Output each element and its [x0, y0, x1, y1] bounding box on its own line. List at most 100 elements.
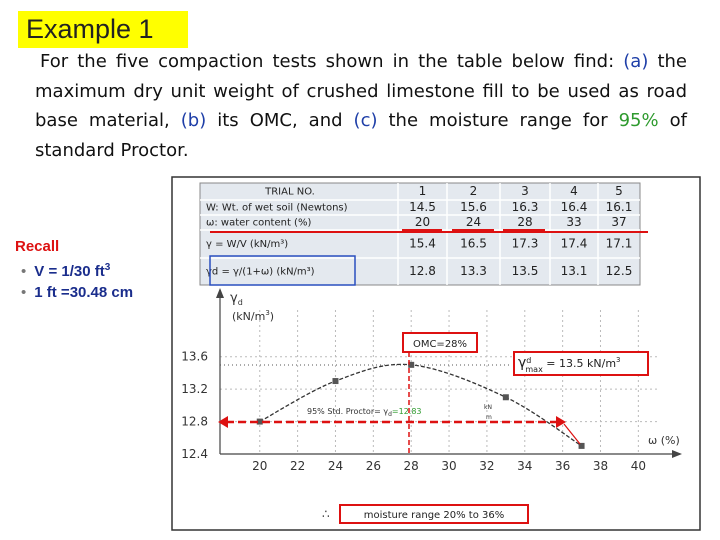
recall: Recall • V = 1/30 ft3 • 1 ft =30.48 cm: [15, 236, 133, 303]
y-axis-label: (kN/m3): [232, 309, 274, 323]
x-tick-label: 20: [252, 459, 267, 473]
problem-segment: of standard Proctor.: [35, 110, 687, 161]
x-axis-arrow: [672, 450, 682, 458]
x-tick-label: 28: [404, 459, 419, 473]
proctor-unit: kN: [484, 404, 492, 411]
table-cell: 12.5: [606, 264, 633, 278]
table-cell: 16.1: [606, 200, 633, 214]
x-tick-label: 40: [631, 459, 646, 473]
table-cell: 16.3: [512, 200, 539, 214]
table-cell: 15.6: [460, 200, 487, 214]
data-point: [578, 442, 585, 449]
table-cell: γ = W/V (kN/m³): [206, 239, 288, 250]
table-cell: 5: [615, 184, 623, 198]
data-point: [502, 394, 509, 401]
label-part: d: [526, 356, 531, 365]
table-cell: 37: [611, 215, 626, 229]
label-part: d: [388, 411, 392, 418]
recall-item: • V = 1/30 ft3: [21, 262, 111, 280]
label-part: max: [525, 365, 543, 374]
label-part: (kN/m: [232, 310, 265, 323]
x-tick-label: 32: [479, 459, 494, 473]
table-cell: 17.1: [606, 237, 633, 251]
range-label: moisture range 20% to 36%: [364, 510, 504, 521]
problem-segment: (a): [623, 51, 649, 72]
omc-label: OMC=28%: [413, 339, 467, 350]
table: TRIAL NO. 1 2 3 4 5 W: Wt. of wet soil (Newton…: [199, 182, 648, 286]
table-cell: 13.5: [512, 264, 539, 278]
y-tick-label: 13.2: [181, 382, 208, 396]
y-tick-label: 13.6: [181, 350, 208, 364]
gmax-box: [513, 351, 649, 376]
table-cell: 12.8: [409, 264, 436, 278]
data-point: [408, 361, 415, 368]
label-part: γ: [230, 291, 238, 306]
table-cell: 14.5: [409, 200, 436, 214]
label-part: 95% Std. Proctor= γ: [307, 407, 388, 416]
table-cell: 13.1: [561, 264, 588, 278]
table-cell: 2: [470, 184, 478, 198]
x-tick-label: 24: [328, 459, 343, 473]
y-axis-label: γd: [230, 291, 243, 307]
table-cell: 28: [517, 215, 532, 229]
label-part: ): [270, 310, 274, 323]
table-cell: 20: [415, 215, 430, 229]
table-cell: 33: [566, 215, 581, 229]
gmax-label: γd max = 13.5 kN/m3: [518, 355, 621, 374]
x-tick-label: 36: [555, 459, 570, 473]
x-tick-label: 38: [593, 459, 608, 473]
y-tick-label: 12.8: [181, 415, 208, 429]
x-tick-label: 30: [441, 459, 456, 473]
proctor-label: 95% Std. Proctor= γd=12.83: [307, 407, 422, 418]
problem-segment: the moisture range for: [377, 110, 619, 131]
arrow-head: [556, 416, 566, 428]
problem-segment: 95%: [618, 110, 659, 131]
recall-item: • 1 ft =30.48 cm: [21, 284, 134, 301]
label-part: 3: [616, 356, 620, 364]
recall-text: 1 ft =30.48 cm: [34, 284, 134, 301]
y-tick-label: 12.4: [181, 447, 208, 461]
x-tick-label: 26: [366, 459, 381, 473]
table-cell: TRIAL NO.: [264, 187, 315, 198]
range-end: [563, 423, 581, 445]
title: Example 1: [18, 11, 188, 48]
x-tick-label: 34: [517, 459, 532, 473]
problem-segment: its OMC, and: [206, 110, 354, 131]
omc-box: [402, 332, 478, 353]
table-cell: 17.4: [561, 237, 588, 251]
table-cell: 16.5: [460, 237, 487, 251]
table-cell: 3: [521, 184, 529, 198]
label-part: = 13.5 kN/m: [543, 357, 616, 370]
table-cell: W: Wt. of wet soil (Newtons): [206, 203, 348, 214]
problem-segment: (c): [353, 110, 378, 131]
arrow-head: [218, 416, 228, 428]
table-cell: 13.3: [460, 264, 487, 278]
table-cell: 1: [419, 184, 427, 198]
problem-text: For the five compaction tests shown in t…: [35, 47, 687, 165]
range-box: [339, 504, 529, 524]
recall-sup: 3: [104, 262, 111, 273]
table-cell: 15.4: [409, 237, 436, 251]
x-axis-label: ω (%): [648, 434, 680, 447]
label-part: =12.83: [392, 407, 422, 416]
problem-segment: For the five compaction tests shown in t…: [40, 51, 624, 72]
recall-text: V = 1/30 ft: [34, 263, 105, 280]
label-part: γ: [518, 355, 526, 371]
data-point: [256, 418, 263, 425]
recall-heading: Recall: [15, 238, 60, 255]
table-cell: 17.3: [512, 237, 539, 251]
table-cell: 24: [466, 215, 481, 229]
chart: 20 22 24 26 28 30 32 34 36 38 40 12.4 12.8 13.2 13.6 ω …: [181, 288, 682, 524]
y-axis-arrow: [216, 288, 224, 298]
data-point: [332, 378, 339, 385]
table-cell: ω: water content (%): [206, 218, 311, 229]
problem-segment: (b): [180, 110, 207, 131]
label-part: 3: [265, 309, 269, 317]
table-cell: 4: [570, 184, 578, 198]
table-cell: 16.4: [561, 200, 588, 214]
proctor-unit: m: [486, 414, 492, 421]
highlight-box: [209, 255, 356, 286]
problem-segment: the maximum dry unit weight of crushed l…: [35, 51, 688, 131]
